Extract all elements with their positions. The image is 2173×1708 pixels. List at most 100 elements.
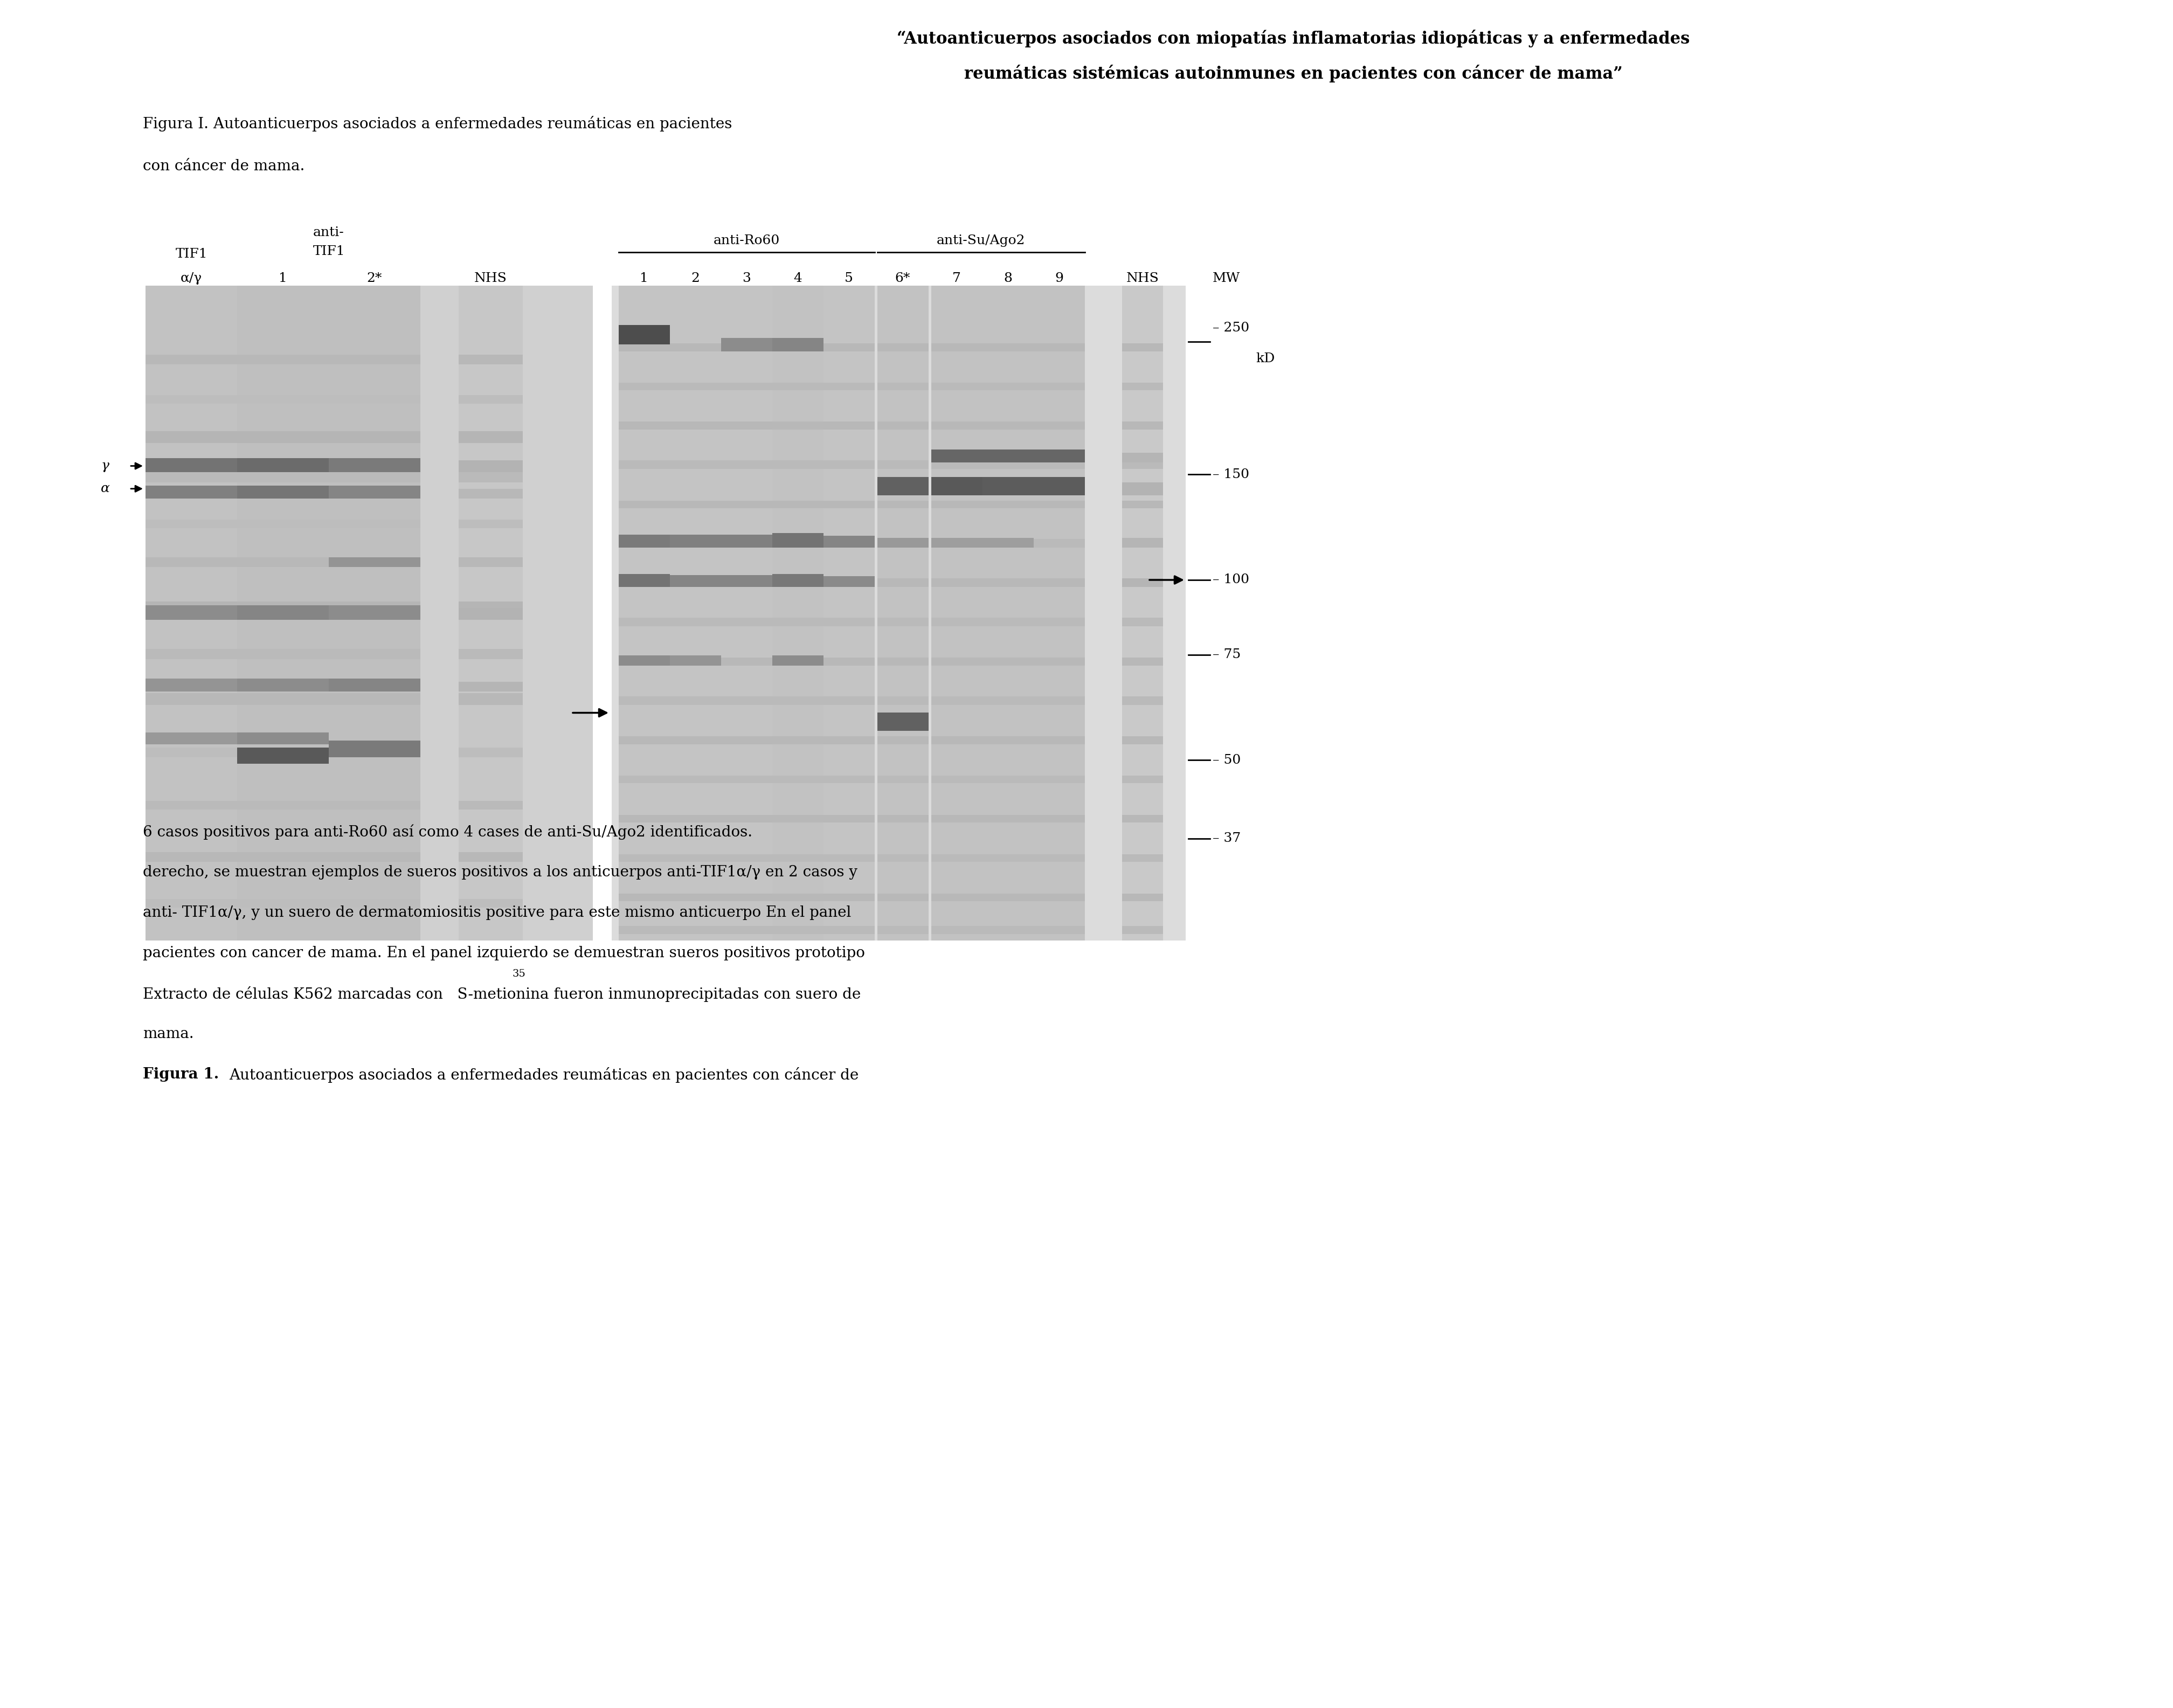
Bar bbox=[237, 557, 328, 567]
Bar bbox=[237, 852, 328, 863]
Bar bbox=[1034, 854, 1084, 863]
Bar bbox=[878, 926, 928, 934]
Text: anti-Su/Ago2: anti-Su/Ago2 bbox=[937, 234, 1026, 248]
Bar bbox=[1034, 500, 1084, 509]
Bar bbox=[1121, 500, 1163, 509]
Bar bbox=[1121, 926, 1163, 934]
Bar bbox=[930, 893, 982, 902]
Bar bbox=[146, 801, 237, 810]
Bar bbox=[1034, 579, 1084, 588]
Bar bbox=[982, 775, 1034, 784]
Text: TIF1: TIF1 bbox=[176, 248, 206, 260]
Bar bbox=[669, 736, 721, 745]
Text: 8: 8 bbox=[1004, 272, 1013, 285]
Bar bbox=[459, 801, 522, 810]
Bar bbox=[619, 461, 669, 470]
Text: anti-: anti- bbox=[313, 227, 343, 239]
Bar bbox=[237, 801, 328, 810]
Bar bbox=[930, 449, 982, 463]
Bar bbox=[721, 736, 771, 745]
Bar bbox=[930, 540, 982, 548]
Bar bbox=[237, 285, 328, 941]
Bar bbox=[1034, 618, 1084, 627]
Bar bbox=[459, 898, 522, 907]
Bar bbox=[721, 461, 771, 470]
Bar bbox=[982, 926, 1034, 934]
Bar bbox=[619, 926, 669, 934]
Bar bbox=[619, 325, 669, 345]
Bar bbox=[1034, 422, 1084, 430]
Bar bbox=[237, 733, 328, 745]
Bar bbox=[824, 815, 874, 823]
Bar bbox=[930, 579, 982, 588]
Bar bbox=[669, 775, 721, 784]
Text: α/γ: α/γ bbox=[180, 272, 202, 285]
Bar bbox=[982, 540, 1034, 548]
Bar bbox=[824, 536, 874, 548]
Bar bbox=[1121, 658, 1163, 666]
Bar bbox=[1121, 343, 1163, 352]
Bar bbox=[1034, 893, 1084, 902]
Bar bbox=[982, 383, 1034, 391]
Bar bbox=[930, 926, 982, 934]
Bar bbox=[1034, 697, 1084, 705]
Text: MW: MW bbox=[1213, 272, 1241, 285]
Bar bbox=[721, 383, 771, 391]
Bar bbox=[459, 649, 522, 659]
Bar bbox=[721, 854, 771, 863]
Text: γ: γ bbox=[102, 459, 109, 471]
Bar bbox=[878, 618, 928, 627]
Bar bbox=[878, 461, 928, 470]
Bar bbox=[824, 736, 874, 745]
Bar bbox=[146, 605, 237, 620]
Bar bbox=[721, 343, 771, 352]
Bar bbox=[824, 697, 874, 705]
Text: 5: 5 bbox=[845, 272, 854, 285]
Bar bbox=[721, 815, 771, 823]
Bar bbox=[878, 893, 928, 902]
Bar bbox=[237, 649, 328, 659]
Bar bbox=[1121, 815, 1163, 823]
Bar bbox=[619, 656, 669, 666]
Bar bbox=[1034, 926, 1084, 934]
Bar bbox=[878, 815, 928, 823]
Bar bbox=[771, 338, 824, 352]
Bar bbox=[237, 485, 328, 499]
Bar bbox=[669, 926, 721, 934]
Bar bbox=[824, 618, 874, 627]
Bar bbox=[459, 748, 522, 757]
Text: kD: kD bbox=[1256, 352, 1276, 366]
Bar bbox=[824, 383, 874, 391]
Bar bbox=[1121, 893, 1163, 902]
Bar bbox=[1121, 285, 1163, 941]
Bar bbox=[328, 458, 419, 473]
Bar bbox=[982, 697, 1034, 705]
Bar bbox=[237, 458, 328, 473]
Text: reumáticas sistémicas autoinmunes en pacientes con cáncer de mama”: reumáticas sistémicas autoinmunes en pac… bbox=[965, 65, 1623, 82]
Bar bbox=[930, 285, 982, 941]
Bar bbox=[146, 519, 237, 528]
Bar bbox=[721, 576, 771, 588]
Bar bbox=[146, 852, 237, 863]
Bar bbox=[459, 693, 522, 705]
Bar bbox=[619, 540, 669, 548]
Bar bbox=[1121, 697, 1163, 705]
Bar bbox=[237, 601, 328, 613]
Bar bbox=[1121, 482, 1163, 495]
Bar bbox=[328, 430, 419, 442]
Bar bbox=[669, 535, 721, 548]
Bar bbox=[878, 540, 928, 548]
Text: – 250: – 250 bbox=[1213, 321, 1249, 335]
Bar bbox=[878, 775, 928, 784]
Bar bbox=[669, 893, 721, 902]
Bar bbox=[237, 395, 328, 403]
Bar bbox=[1034, 815, 1084, 823]
Bar bbox=[146, 430, 237, 442]
Bar bbox=[1034, 461, 1084, 470]
Text: Extracto de células K562 marcadas con   S-metionina fueron inmunoprecipitadas co: Extracto de células K562 marcadas con S-… bbox=[143, 986, 861, 1003]
Bar bbox=[237, 748, 328, 757]
Bar bbox=[328, 285, 419, 941]
Bar bbox=[459, 557, 522, 567]
Bar bbox=[146, 649, 237, 659]
Text: 6 casos positivos para anti-Ro60 así como 4 cases de anti-Su/Ago2 identificados.: 6 casos positivos para anti-Ro60 así com… bbox=[143, 825, 752, 840]
